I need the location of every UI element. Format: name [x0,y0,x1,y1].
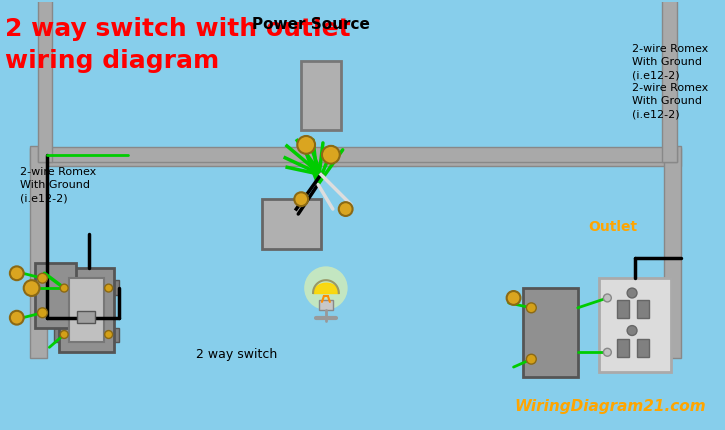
Bar [59,269,114,353]
Bar [30,148,336,166]
Text: 2-wire Romex
With Ground
(i.e12-2): 2-wire Romex With Ground (i.e12-2) [632,83,708,120]
Circle shape [104,285,112,292]
Bar [35,264,76,328]
Bar [336,147,676,162]
Circle shape [603,348,611,356]
Bar [637,340,649,357]
Bar [663,147,681,358]
Circle shape [297,137,315,154]
Bar [30,147,47,358]
Text: Outlet: Outlet [588,219,637,233]
Bar [600,279,671,372]
Circle shape [507,292,521,305]
Bar [301,62,341,131]
Circle shape [304,267,347,310]
Bar [69,279,104,343]
Circle shape [526,354,536,364]
Circle shape [627,326,637,336]
Circle shape [60,285,68,292]
Bar [319,300,333,310]
Circle shape [294,193,308,207]
Circle shape [24,280,39,296]
Text: wiring diagram: wiring diagram [5,49,219,73]
Bar [617,300,629,318]
Bar [111,280,118,295]
Bar [38,0,52,162]
Bar [523,289,578,377]
Bar [662,0,676,162]
Text: 2-wire Romex
With Ground
(i.e12-2): 2-wire Romex With Ground (i.e12-2) [20,167,96,203]
Bar [38,147,334,162]
Bar [617,340,629,357]
Text: 2-wire Romex
With Ground
(i.e12-2): 2-wire Romex With Ground (i.e12-2) [632,43,708,80]
Circle shape [339,203,352,216]
Circle shape [38,273,47,283]
Bar [637,300,649,318]
Circle shape [322,147,340,164]
Text: 2 way switch with outlet: 2 way switch with outlet [5,18,351,41]
Circle shape [10,267,24,280]
Circle shape [627,289,637,298]
Bar [111,328,118,343]
Bar [262,200,321,249]
Text: WiringDiagram21.com: WiringDiagram21.com [515,398,706,412]
Text: Power Source: Power Source [252,18,370,32]
Bar [54,280,62,295]
Circle shape [603,294,611,302]
Bar [326,148,682,166]
Circle shape [526,303,536,313]
Circle shape [10,311,24,325]
Circle shape [60,331,68,339]
Circle shape [104,331,112,339]
Circle shape [38,308,47,318]
Text: 2 way switch: 2 way switch [196,347,278,360]
Bar [77,311,95,323]
Bar [54,328,62,343]
